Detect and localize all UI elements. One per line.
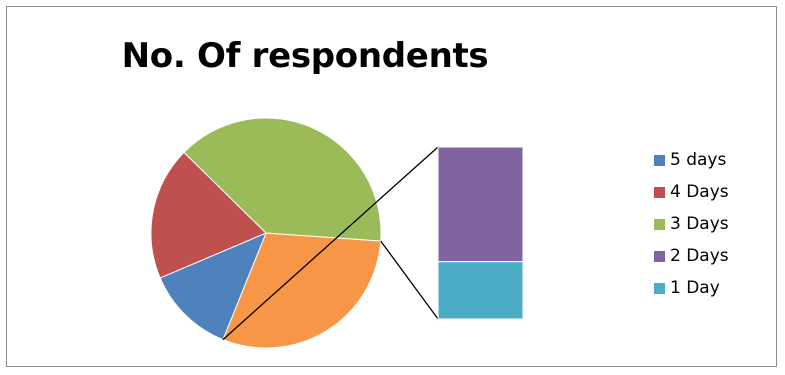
- legend-swatch: [654, 218, 665, 230]
- connector-line-top: [222, 146, 439, 341]
- legend-label: 5 days: [670, 150, 727, 170]
- pie-slice-3-days: [183, 117, 382, 242]
- pie-slice-5-days: [159, 232, 267, 341]
- legend-label: 4 Days: [670, 182, 729, 202]
- bar-segment-1-day: [437, 261, 524, 320]
- legend-label: 1 Day: [670, 278, 720, 298]
- legend-item-1-day: 1 Day: [654, 278, 720, 298]
- legend-label: 2 Days: [670, 246, 729, 266]
- legend-item-5-days: 5 days: [654, 150, 726, 170]
- legend-label: 3 Days: [670, 214, 729, 234]
- chart-title: No. Of respondents: [121, 36, 489, 76]
- pie-slice-4-days: [150, 151, 267, 279]
- chart-frame: [6, 6, 777, 367]
- legend-swatch: [654, 154, 665, 166]
- legend-item-4-days: 4 Days: [654, 182, 729, 202]
- legend-swatch: [654, 250, 665, 262]
- legend-item-2-days: 2 Days: [654, 246, 729, 266]
- legend-item-3-days: 3 Days: [654, 214, 729, 234]
- legend-swatch: [654, 186, 665, 198]
- pie-slice-other: [222, 232, 382, 349]
- bar-segment-2-days: [437, 146, 524, 263]
- connector-line-bottom: [380, 240, 439, 320]
- legend-swatch: [654, 282, 665, 294]
